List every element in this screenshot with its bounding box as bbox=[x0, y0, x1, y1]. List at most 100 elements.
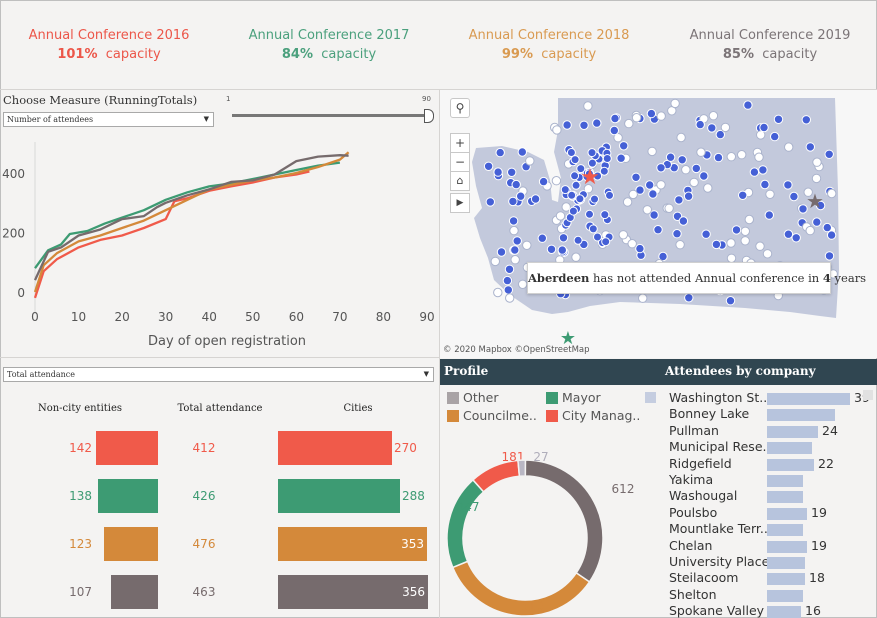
city-dot[interactable] bbox=[558, 233, 569, 243]
legend-councilmember[interactable]: Councilme.. bbox=[463, 408, 537, 423]
company-bar[interactable] bbox=[767, 475, 803, 487]
city-dot[interactable] bbox=[737, 149, 747, 160]
city-dot[interactable] bbox=[560, 185, 570, 195]
legend-swatch-councilmember[interactable] bbox=[447, 410, 459, 422]
non-city-bar[interactable] bbox=[104, 527, 158, 561]
city-dot[interactable] bbox=[566, 148, 576, 157]
city-dot[interactable] bbox=[587, 148, 597, 158]
company-bar[interactable] bbox=[767, 606, 801, 618]
city-dot[interactable] bbox=[725, 296, 736, 306]
city-dot[interactable] bbox=[656, 180, 666, 190]
city-dot[interactable] bbox=[483, 161, 494, 172]
city-dot[interactable] bbox=[552, 125, 562, 135]
city-dot[interactable] bbox=[587, 158, 597, 168]
city-dot[interactable] bbox=[675, 240, 685, 250]
company-bar[interactable] bbox=[767, 409, 835, 422]
donut-slice[interactable] bbox=[524, 459, 604, 583]
city-dot[interactable] bbox=[562, 120, 572, 130]
city-dot[interactable] bbox=[749, 167, 760, 177]
kpi-2019[interactable]: Annual Conference 2019 85% capacity bbox=[670, 26, 870, 64]
city-dot[interactable] bbox=[665, 152, 676, 162]
city-dot[interactable] bbox=[812, 217, 822, 227]
kpi-2017[interactable]: Annual Conference 2017 84% capacity bbox=[229, 26, 429, 64]
city-dot[interactable] bbox=[754, 152, 764, 162]
city-dot[interactable] bbox=[567, 190, 577, 200]
city-dot[interactable] bbox=[678, 216, 689, 226]
city-dot[interactable] bbox=[726, 238, 736, 248]
city-dot[interactable] bbox=[510, 255, 520, 265]
company-bar[interactable] bbox=[767, 589, 803, 602]
city-dot[interactable] bbox=[568, 206, 578, 216]
company-name[interactable]: Pullman bbox=[669, 422, 719, 438]
city-dot[interactable] bbox=[801, 115, 811, 125]
star-marker-2016[interactable]: ★ bbox=[580, 165, 600, 190]
city-dot[interactable] bbox=[571, 180, 581, 190]
company-name[interactable]: University Place bbox=[669, 554, 770, 569]
city-dot[interactable] bbox=[798, 204, 808, 214]
city-dot[interactable] bbox=[740, 236, 750, 246]
city-dot[interactable] bbox=[496, 247, 507, 257]
city-dot[interactable] bbox=[584, 169, 594, 179]
city-dot[interactable] bbox=[622, 197, 633, 207]
city-dot[interactable] bbox=[618, 230, 629, 240]
city-dot[interactable] bbox=[602, 154, 612, 163]
company-name[interactable]: Bonney Lake bbox=[669, 406, 750, 422]
cities-bar[interactable] bbox=[278, 575, 428, 609]
city-dot[interactable] bbox=[508, 216, 519, 226]
city-dot[interactable] bbox=[731, 225, 742, 235]
city-dot[interactable] bbox=[576, 164, 586, 174]
city-dot[interactable] bbox=[676, 132, 686, 143]
city-dot[interactable] bbox=[656, 163, 666, 173]
attendance-measure-dropdown[interactable]: Total attendance ▼ bbox=[3, 367, 434, 382]
city-dot[interactable] bbox=[601, 237, 611, 247]
city-dot[interactable] bbox=[493, 287, 503, 298]
city-dot[interactable] bbox=[522, 240, 532, 251]
city-dot[interactable] bbox=[551, 176, 562, 186]
city-dot[interactable] bbox=[805, 142, 815, 152]
city-dot[interactable] bbox=[638, 293, 648, 303]
city-dot[interactable] bbox=[538, 176, 549, 187]
city-dot[interactable] bbox=[670, 98, 680, 109]
city-dot[interactable] bbox=[765, 189, 775, 200]
cities-bar[interactable] bbox=[278, 431, 392, 465]
company-name[interactable]: Mountlake Terr.. bbox=[669, 521, 768, 537]
slider-handle[interactable] bbox=[424, 109, 434, 123]
city-dot[interactable] bbox=[583, 184, 594, 194]
legend-swatch-mayor[interactable] bbox=[546, 392, 558, 404]
slider-track[interactable] bbox=[232, 114, 426, 117]
non-city-bar[interactable] bbox=[111, 575, 158, 609]
city-dot[interactable] bbox=[505, 293, 515, 303]
city-dot[interactable] bbox=[653, 225, 663, 235]
city-dot[interactable] bbox=[691, 163, 701, 174]
city-dot[interactable] bbox=[635, 243, 645, 254]
city-dot[interactable] bbox=[508, 196, 518, 207]
city-dot[interactable] bbox=[708, 111, 719, 121]
city-dot[interactable] bbox=[642, 205, 653, 215]
city-dot[interactable] bbox=[803, 187, 813, 197]
donut-slice[interactable] bbox=[446, 478, 485, 569]
city-dot[interactable] bbox=[743, 100, 753, 110]
city-dot[interactable] bbox=[530, 194, 541, 204]
city-dot[interactable] bbox=[537, 233, 548, 243]
city-dot[interactable] bbox=[649, 210, 659, 220]
city-dot[interactable] bbox=[561, 202, 571, 212]
map-toolbar-expand-button[interactable]: ▶ bbox=[450, 193, 470, 213]
city-dot[interactable] bbox=[703, 183, 713, 193]
city-dot[interactable] bbox=[593, 232, 602, 242]
company-name[interactable]: Ridgefield bbox=[669, 455, 732, 471]
company-bar[interactable] bbox=[767, 540, 807, 553]
star-marker-2017[interactable]: ★ bbox=[560, 328, 576, 349]
city-dot[interactable] bbox=[707, 123, 717, 133]
city-dot[interactable] bbox=[557, 245, 568, 255]
city-dot[interactable] bbox=[592, 118, 602, 128]
city-dot[interactable] bbox=[715, 129, 725, 140]
legend-other[interactable]: Other bbox=[463, 390, 499, 405]
city-dot[interactable] bbox=[826, 230, 837, 240]
city-dot[interactable] bbox=[681, 165, 691, 175]
city-dot[interactable] bbox=[815, 200, 826, 211]
city-dot[interactable] bbox=[490, 256, 500, 267]
city-dot[interactable] bbox=[588, 224, 598, 234]
donut-slice[interactable] bbox=[517, 459, 527, 478]
city-dot[interactable] bbox=[647, 146, 657, 157]
city-dot[interactable] bbox=[573, 235, 583, 245]
